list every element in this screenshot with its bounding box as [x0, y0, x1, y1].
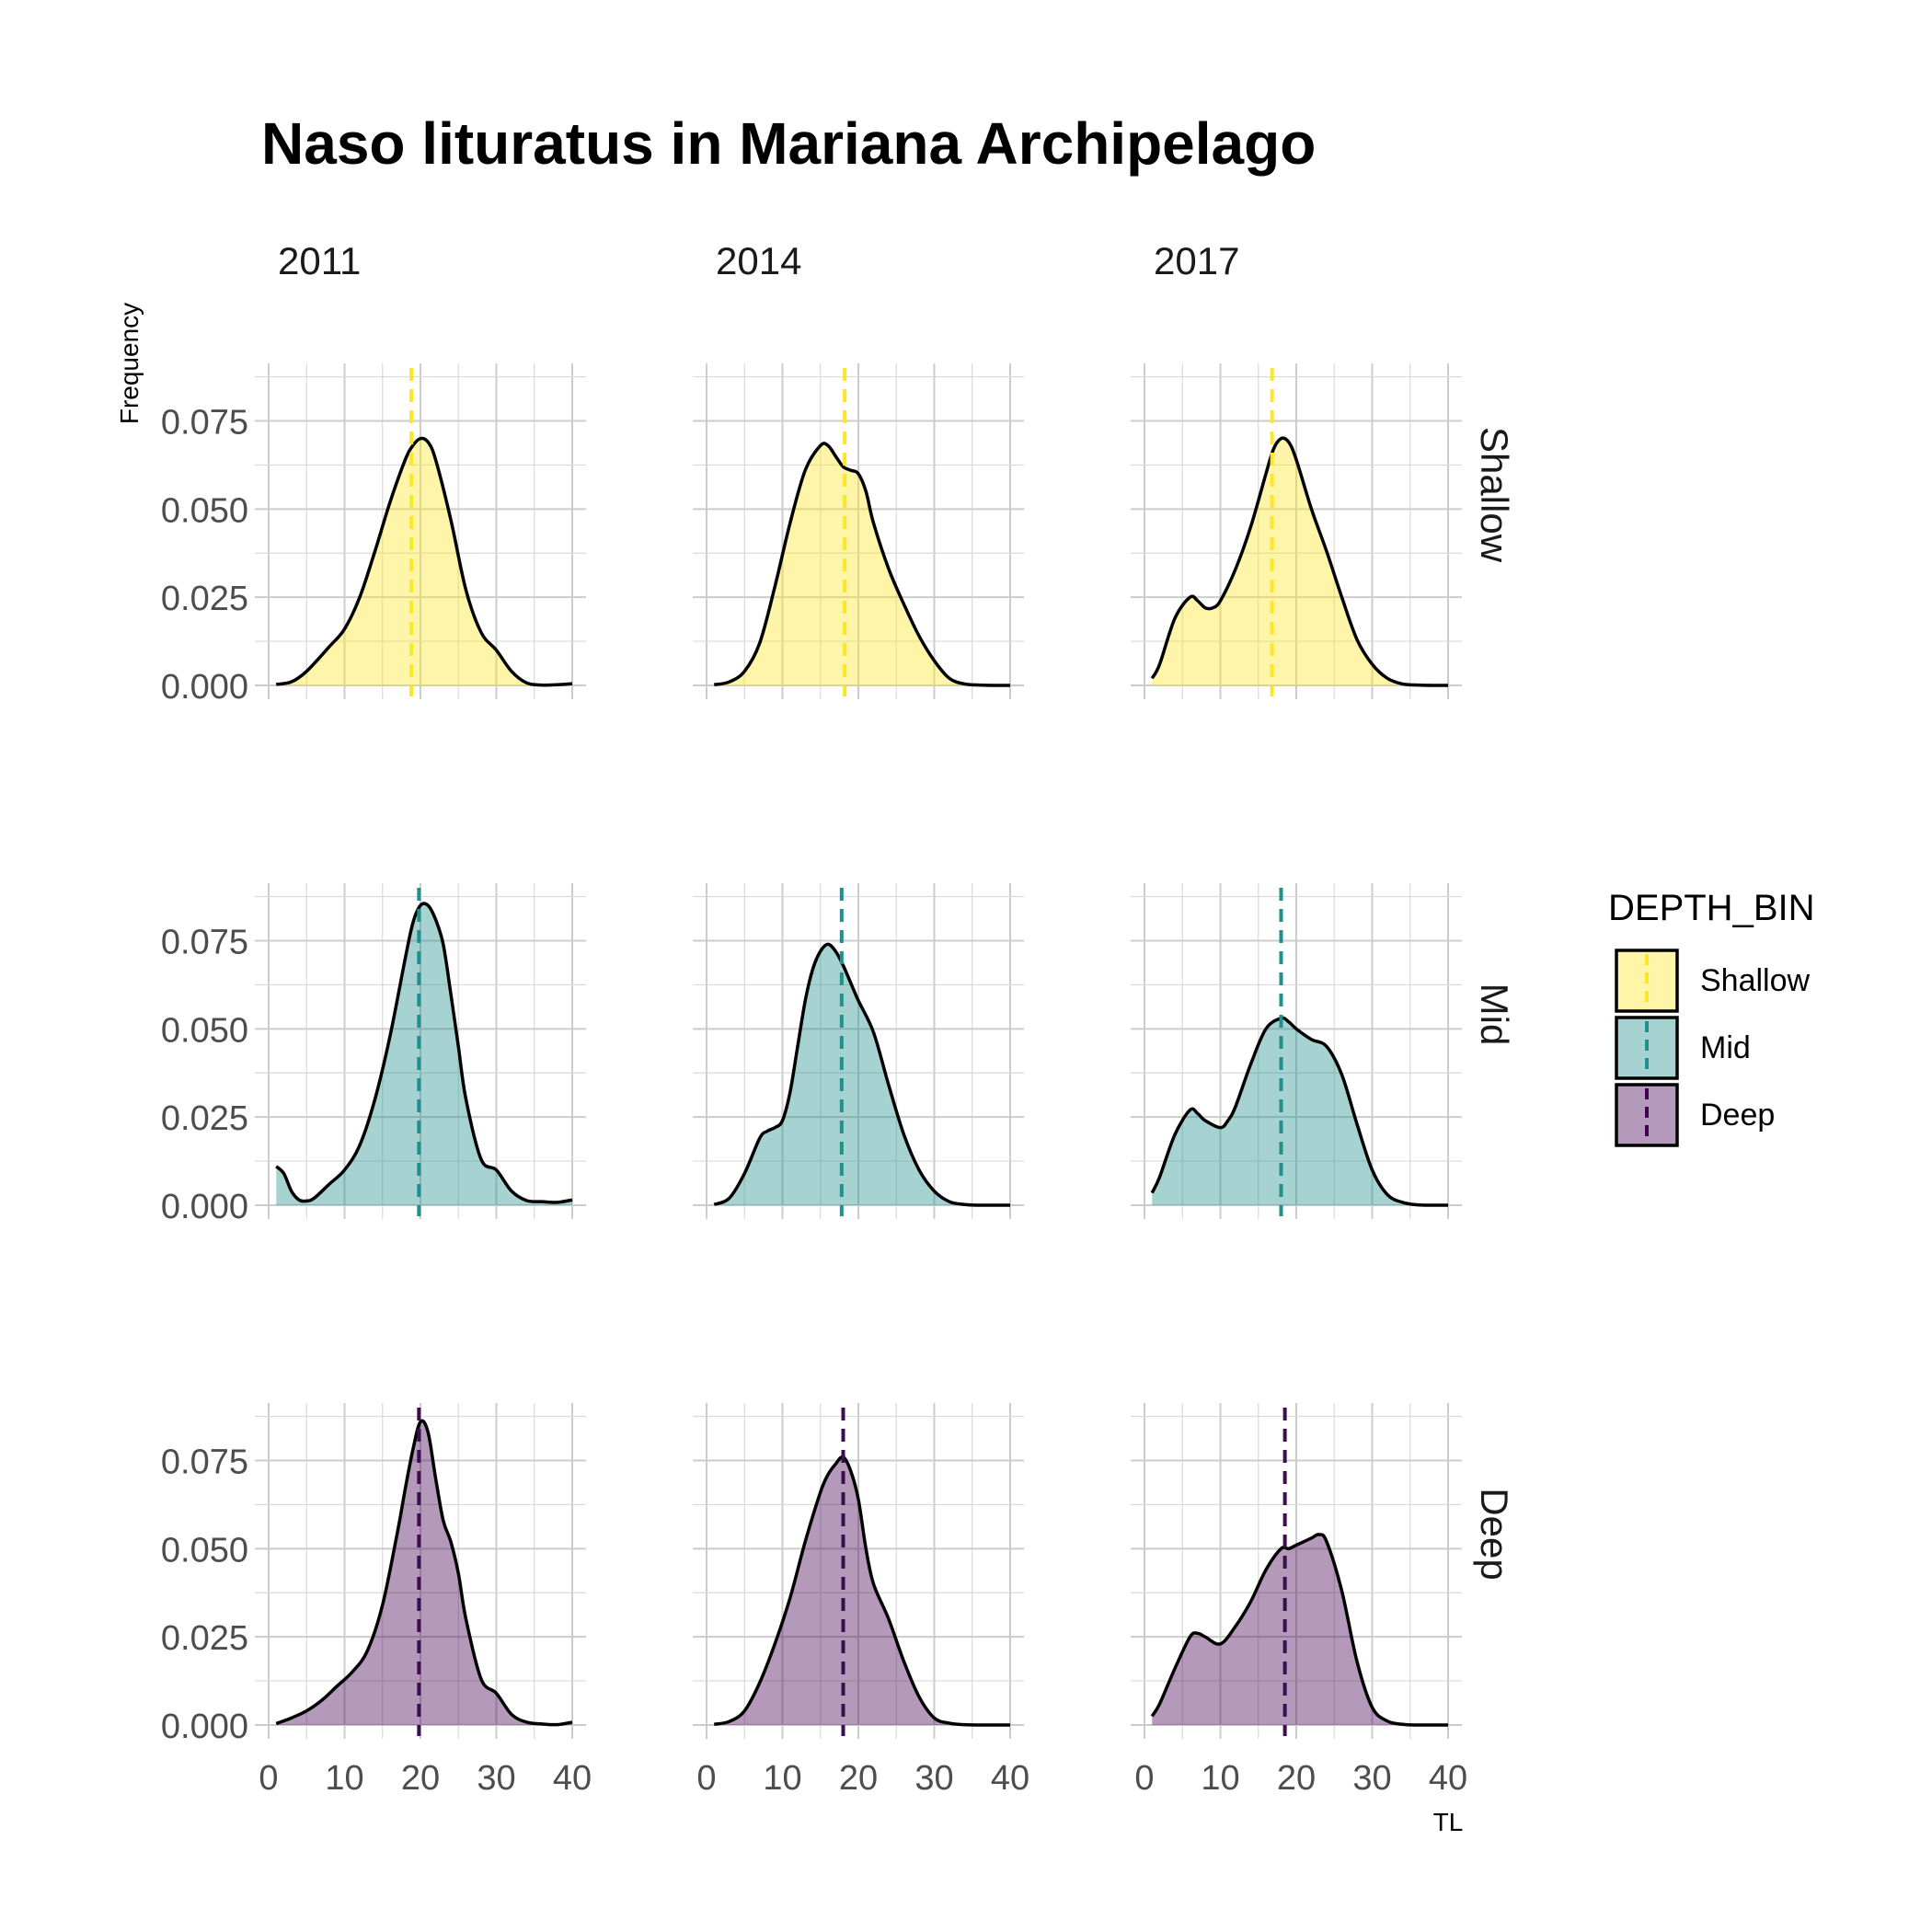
density-area-mid-2014: [714, 944, 1010, 1206]
x-tick-label: 20: [401, 1759, 440, 1798]
legend-entry-deep: Deep: [1615, 1083, 1775, 1147]
panel-grid: [1131, 363, 1462, 699]
density-area-deep-2014: [714, 1456, 1010, 1726]
x-tick-label: 30: [914, 1759, 953, 1798]
density-area-deep-2017: [1152, 1534, 1448, 1726]
x-tick-label: 30: [477, 1759, 515, 1798]
strip-label-2017: 2017: [1154, 239, 1239, 282]
panel-grid: [1131, 1403, 1462, 1739]
x-tick-label: 0: [1134, 1759, 1154, 1798]
density-curve-deep-2014: [713, 1455, 1010, 1727]
x-tick-label: 20: [1277, 1759, 1316, 1798]
facet-panels: [255, 363, 1462, 1739]
y-tick-label: 0.050: [161, 1531, 248, 1570]
strip-label-2014: 2014: [716, 239, 801, 282]
legend-entry-mid: Mid: [1615, 1016, 1751, 1080]
panel-grid: [693, 883, 1024, 1219]
facet-strips: 2011 2014 2017 Shallow Mid Deep: [278, 239, 1516, 1581]
density-curve-mid-2011: [275, 902, 573, 1204]
y-tick-label: 0.025: [161, 1099, 248, 1138]
y-tick-label: 0.075: [161, 924, 248, 962]
x-tick-label: 20: [839, 1759, 878, 1798]
x-tick-label: 0: [696, 1759, 716, 1798]
panel-grid: [693, 1403, 1024, 1739]
panel-grid: [693, 363, 1024, 699]
density-area-shallow-2017: [1152, 438, 1448, 686]
density-curve-deep-2011: [275, 1419, 573, 1727]
legend-label-shallow: Shallow: [1700, 963, 1811, 998]
x-tick-label: 40: [553, 1759, 592, 1798]
panel-grid: [1131, 883, 1462, 1219]
strip-label-shallow: Shallow: [1473, 427, 1516, 563]
legend-title: DEPTH_BIN: [1608, 888, 1815, 928]
y-tick-label: 0.075: [161, 1443, 248, 1482]
density-curve-mid-2017: [1150, 1016, 1449, 1207]
x-tick-label: 40: [991, 1759, 1029, 1798]
x-tick-label: 30: [1352, 1759, 1391, 1798]
x-tick-label: 10: [1201, 1759, 1239, 1798]
y-tick-label: 0.000: [161, 668, 248, 707]
density-area-deep-2011: [276, 1420, 572, 1725]
legend-label-deep: Deep: [1700, 1098, 1775, 1133]
density-curve-deep-2017: [1150, 1533, 1448, 1727]
x-tick-label: 40: [1429, 1759, 1467, 1798]
axes: 0.000 0.025 0.050 0.075 0.000 0.025 0.050 0.075…: [161, 404, 1467, 1799]
density-curve-mid-2014: [713, 942, 1010, 1207]
y-tick-label: 0.050: [161, 491, 248, 530]
y-tick-label: 0.000: [161, 1188, 248, 1226]
density-area-shallow-2014: [714, 443, 1010, 686]
panel-grid: [255, 363, 586, 699]
y-tick-label: 0.025: [161, 1619, 248, 1658]
y-tick-label: 0.075: [161, 404, 248, 443]
density-area-mid-2017: [1152, 1018, 1448, 1206]
x-tick-label: 10: [325, 1759, 363, 1798]
density-curve-shallow-2017: [1150, 436, 1449, 687]
legend: DEPTH_BIN Shallow Mid Deep: [1608, 888, 1815, 1147]
chart-title: Naso lituratus in Mariana Archipelago: [261, 110, 1316, 177]
strip-label-mid: Mid: [1473, 983, 1516, 1046]
density-area-shallow-2011: [276, 438, 572, 685]
y-tick-label: 0.000: [161, 1708, 248, 1746]
strip-label-deep: Deep: [1473, 1488, 1516, 1580]
x-axis-label: TL: [1433, 1808, 1464, 1836]
y-axis-label: Frequency: [115, 303, 144, 424]
density-curve-shallow-2011: [275, 436, 573, 687]
density-area-mid-2011: [276, 903, 572, 1205]
legend-label-mid: Mid: [1700, 1030, 1751, 1065]
strip-label-2011: 2011: [278, 239, 361, 282]
y-tick-label: 0.025: [161, 580, 248, 618]
density-curve-shallow-2014: [713, 442, 1011, 687]
legend-entry-shallow: Shallow: [1615, 949, 1811, 1013]
x-tick-label: 10: [763, 1759, 801, 1798]
x-tick-label: 0: [259, 1759, 278, 1798]
y-tick-label: 0.050: [161, 1011, 248, 1050]
